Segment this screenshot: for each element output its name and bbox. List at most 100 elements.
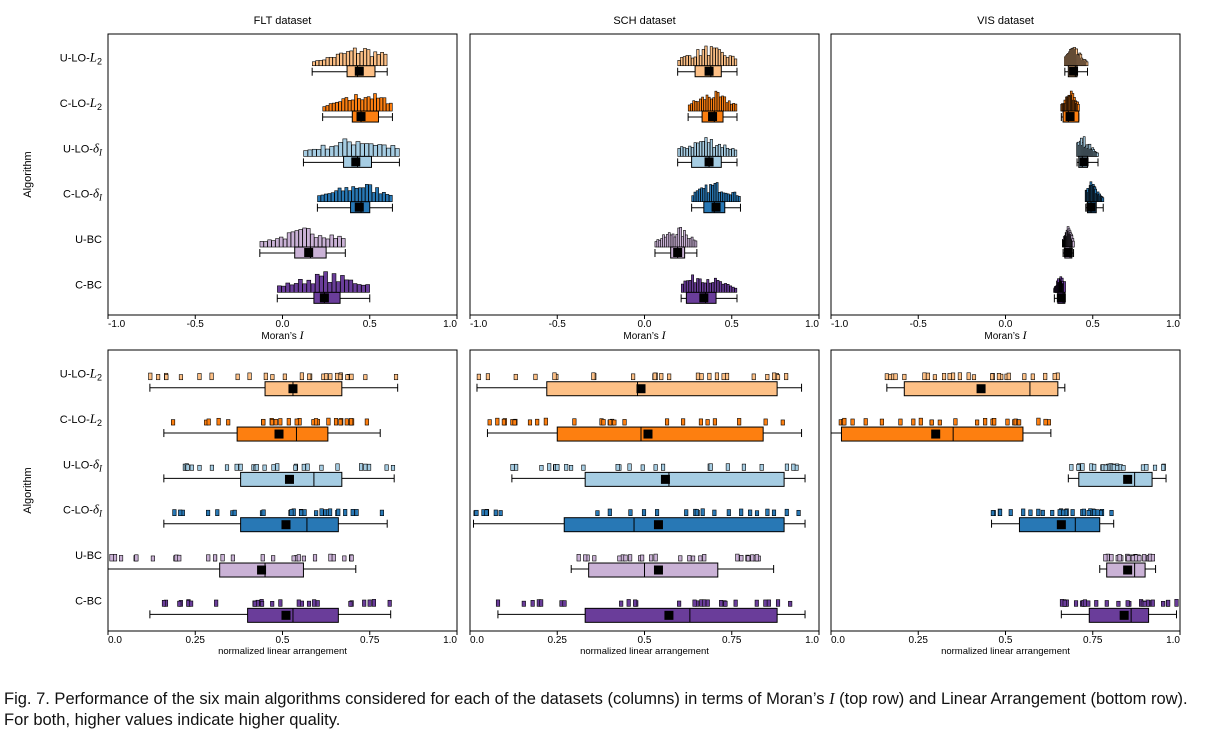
distribution-mark [612,419,617,426]
distribution-mark [683,280,687,293]
distribution-mark [197,464,202,471]
distribution-mark [723,96,727,112]
distribution-mark [330,192,335,202]
distribution-mark [389,102,393,112]
distribution-mark [722,192,726,202]
distribution-mark [359,51,364,67]
distribution-mark [344,279,349,293]
mean-marker [704,157,714,167]
distribution-mark [775,599,781,607]
distribution-mark [214,599,219,607]
distribution-mark [317,235,323,248]
distribution-mark [1046,419,1051,426]
chart-panel: -1.0 -0.5 0.0 0.5 1.0 Moran’s I [830,33,1181,342]
distribution-mark [373,145,378,157]
distribution-mark [1043,418,1048,426]
distribution-mark [355,141,361,157]
x-tick-label: 0.0 [276,319,290,330]
distribution-mark [1077,103,1080,112]
distribution-mark [690,103,693,112]
distribution-mark [717,143,721,157]
distribution-mark [1057,509,1062,516]
distribution-mark [161,600,167,607]
distribution-mark [336,508,341,516]
iqr-box [584,471,785,487]
distribution-mark [533,373,538,381]
distribution-mark [693,56,697,67]
distribution-mark [339,52,344,67]
distribution-mark [1086,600,1091,607]
distribution-mark [686,280,689,293]
algorithm-label-symbol: δ [93,140,100,155]
distribution-mark [700,187,703,202]
mean-marker [1123,565,1133,575]
distribution-mark [711,184,715,202]
distribution-mark [289,509,294,516]
distribution-mark [694,509,699,516]
distribution-mark [724,192,728,202]
distribution-mark [1021,508,1026,516]
distribution-mark [695,372,700,381]
distribution-mark [364,418,369,426]
distribution-mark [719,96,722,112]
distribution-mark [521,600,526,607]
distribution-mark [702,554,707,562]
distribution-mark [595,510,600,516]
distribution-mark [731,148,735,157]
distribution-mark [937,419,942,426]
algorithm-label: U-LO-L2 [60,366,102,383]
distribution-mark [628,554,633,562]
distribution-mark [340,275,345,293]
algorithm-label: U-LO-δI [63,140,103,157]
distribution-mark [220,554,225,562]
distribution-mark [733,191,737,202]
mean-marker [1063,248,1073,258]
distribution-mark [351,99,355,112]
box-series-C-LO-L2 [322,93,393,123]
y-axis-label: Algorithm [22,151,34,197]
distribution-mark [209,464,214,471]
distribution-mark [698,188,701,202]
x-axis-label: Moran’s I [984,328,1027,342]
mean-marker [1086,202,1096,212]
distribution-mark [351,144,356,157]
distribution-mark [342,53,347,67]
distribution-mark [1152,464,1158,471]
distribution-mark [562,600,567,607]
x-axis-label-var: I [299,328,305,342]
algorithm-label-base: C-BC [75,279,102,291]
x-tick-label: -0.5 [549,319,567,330]
caption-suffix: (top row) and Linear Arrangement (bottom… [4,690,1188,729]
chart-panel: -1.0 -0.5 0.0 0.5 1.0 Moran’s I [469,33,820,342]
distribution-mark [1043,372,1048,381]
distribution-mark [271,240,276,248]
mean-marker [274,429,284,439]
distribution-mark [314,510,319,516]
distribution-mark [714,372,720,381]
distribution-mark [696,101,700,112]
distribution-mark [286,232,292,248]
distribution-mark [971,374,977,381]
distribution-mark [1130,555,1135,562]
box-series-U-LO-L2 [148,372,399,397]
box-series-U-LO-L2 [476,372,803,397]
distribution-mark [379,97,384,112]
distribution-mark [863,418,868,426]
distribution-mark [354,94,358,112]
distribution-mark [370,98,374,112]
box-series-C-LO-L2 [163,417,381,442]
distribution-mark [711,282,715,293]
distribution-mark [206,554,211,562]
caption-var: I [829,689,835,708]
distribution-mark [310,233,315,248]
distribution-mark [953,418,958,426]
x-tick-label: -1.0 [470,319,488,330]
distribution-mark [270,601,275,607]
distribution-mark [260,554,265,562]
distribution-mark [328,553,333,562]
algorithm-label-subscript: I [98,193,103,203]
distribution-mark [487,419,492,426]
distribution-mark [324,373,329,381]
iqr-box [563,517,785,533]
distribution-mark [706,192,710,202]
